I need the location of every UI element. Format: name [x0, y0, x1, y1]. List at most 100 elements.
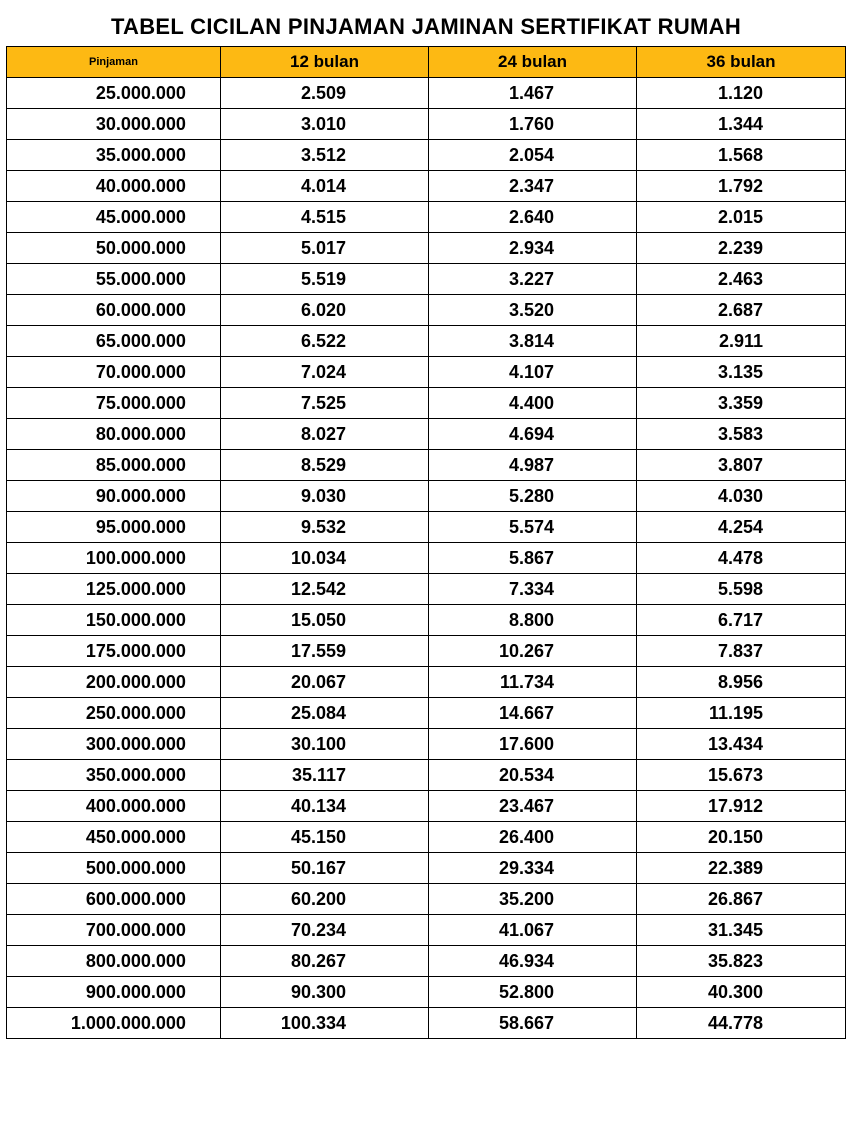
cell-value: 45.150 — [220, 822, 428, 853]
table-row: 85.000.0008.5294.9873.807 — [7, 450, 846, 481]
cell-value: 5.867 — [429, 543, 637, 574]
cell-value: 4.987 — [429, 450, 637, 481]
cell-pinjaman: 60.000.000 — [7, 295, 221, 326]
cell-value: 7.525 — [220, 388, 428, 419]
table-row: 100.000.00010.0345.8674.478 — [7, 543, 846, 574]
cell-pinjaman: 800.000.000 — [7, 946, 221, 977]
cell-value: 50.167 — [220, 853, 428, 884]
cell-pinjaman: 55.000.000 — [7, 264, 221, 295]
cell-value: 46.934 — [429, 946, 637, 977]
cell-value: 4.014 — [220, 171, 428, 202]
table-row: 55.000.0005.5193.2272.463 — [7, 264, 846, 295]
cell-value: 5.519 — [220, 264, 428, 295]
cell-value: 58.667 — [429, 1008, 637, 1039]
cell-value: 3.583 — [637, 419, 846, 450]
cell-value: 26.400 — [429, 822, 637, 853]
cell-value: 4.478 — [637, 543, 846, 574]
cell-value: 3.359 — [637, 388, 846, 419]
cell-value: 13.434 — [637, 729, 846, 760]
cell-value: 4.694 — [429, 419, 637, 450]
cell-value: 30.100 — [220, 729, 428, 760]
cell-pinjaman: 400.000.000 — [7, 791, 221, 822]
cell-value: 41.067 — [429, 915, 637, 946]
cell-value: 35.200 — [429, 884, 637, 915]
cell-value: 10.034 — [220, 543, 428, 574]
cell-pinjaman: 300.000.000 — [7, 729, 221, 760]
cell-value: 35.117 — [220, 760, 428, 791]
cell-value: 3.227 — [429, 264, 637, 295]
cell-value: 2.911 — [637, 326, 846, 357]
col-header-36bulan: 36 bulan — [637, 47, 846, 78]
table-row: 45.000.0004.5152.6402.015 — [7, 202, 846, 233]
cell-value: 26.867 — [637, 884, 846, 915]
table-row: 200.000.00020.06711.7348.956 — [7, 667, 846, 698]
cell-value: 6.522 — [220, 326, 428, 357]
cell-pinjaman: 90.000.000 — [7, 481, 221, 512]
cell-value: 17.559 — [220, 636, 428, 667]
cell-pinjaman: 350.000.000 — [7, 760, 221, 791]
cell-value: 44.778 — [637, 1008, 846, 1039]
cell-value: 1.120 — [637, 78, 846, 109]
cell-value: 60.200 — [220, 884, 428, 915]
cell-value: 35.823 — [637, 946, 846, 977]
cell-pinjaman: 50.000.000 — [7, 233, 221, 264]
cell-pinjaman: 45.000.000 — [7, 202, 221, 233]
table-row: 450.000.00045.15026.40020.150 — [7, 822, 846, 853]
cell-pinjaman: 450.000.000 — [7, 822, 221, 853]
cell-pinjaman: 175.000.000 — [7, 636, 221, 667]
cell-value: 25.084 — [220, 698, 428, 729]
page-title: TABEL CICILAN PINJAMAN JAMINAN SERTIFIKA… — [6, 14, 846, 40]
cell-value: 8.800 — [429, 605, 637, 636]
cell-pinjaman: 125.000.000 — [7, 574, 221, 605]
cell-pinjaman: 1.000.000.000 — [7, 1008, 221, 1039]
cell-pinjaman: 900.000.000 — [7, 977, 221, 1008]
cell-value: 1.344 — [637, 109, 846, 140]
cell-value: 7.837 — [637, 636, 846, 667]
cell-value: 12.542 — [220, 574, 428, 605]
cell-value: 4.254 — [637, 512, 846, 543]
cell-value: 1.760 — [429, 109, 637, 140]
cell-value: 4.107 — [429, 357, 637, 388]
table-row: 95.000.0009.5325.5744.254 — [7, 512, 846, 543]
cell-value: 4.030 — [637, 481, 846, 512]
cell-pinjaman: 80.000.000 — [7, 419, 221, 450]
cell-value: 5.574 — [429, 512, 637, 543]
table-row: 1.000.000.000100.33458.66744.778 — [7, 1008, 846, 1039]
table-row: 500.000.00050.16729.33422.389 — [7, 853, 846, 884]
cell-value: 22.389 — [637, 853, 846, 884]
table-row: 50.000.0005.0172.9342.239 — [7, 233, 846, 264]
table-row: 900.000.00090.30052.80040.300 — [7, 977, 846, 1008]
table-row: 70.000.0007.0244.1073.135 — [7, 357, 846, 388]
cell-value: 15.050 — [220, 605, 428, 636]
table-row: 35.000.0003.5122.0541.568 — [7, 140, 846, 171]
cell-pinjaman: 700.000.000 — [7, 915, 221, 946]
cell-value: 1.467 — [429, 78, 637, 109]
cell-value: 31.345 — [637, 915, 846, 946]
table-row: 40.000.0004.0142.3471.792 — [7, 171, 846, 202]
table-row: 125.000.00012.5427.3345.598 — [7, 574, 846, 605]
cell-value: 2.463 — [637, 264, 846, 295]
cell-value: 5.017 — [220, 233, 428, 264]
table-row: 400.000.00040.13423.46717.912 — [7, 791, 846, 822]
cell-value: 29.334 — [429, 853, 637, 884]
cell-value: 2.054 — [429, 140, 637, 171]
cell-value: 4.515 — [220, 202, 428, 233]
cell-value: 2.239 — [637, 233, 846, 264]
cell-pinjaman: 25.000.000 — [7, 78, 221, 109]
cell-value: 3.512 — [220, 140, 428, 171]
table-row: 150.000.00015.0508.8006.717 — [7, 605, 846, 636]
cell-value: 23.467 — [429, 791, 637, 822]
cell-value: 40.300 — [637, 977, 846, 1008]
cell-value: 10.267 — [429, 636, 637, 667]
cell-value: 8.027 — [220, 419, 428, 450]
table-row: 300.000.00030.10017.60013.434 — [7, 729, 846, 760]
cell-value: 20.150 — [637, 822, 846, 853]
cell-value: 100.334 — [220, 1008, 428, 1039]
cell-pinjaman: 40.000.000 — [7, 171, 221, 202]
cell-pinjaman: 500.000.000 — [7, 853, 221, 884]
cell-value: 6.717 — [637, 605, 846, 636]
cell-value: 8.529 — [220, 450, 428, 481]
cell-value: 80.267 — [220, 946, 428, 977]
cell-pinjaman: 100.000.000 — [7, 543, 221, 574]
cell-pinjaman: 200.000.000 — [7, 667, 221, 698]
